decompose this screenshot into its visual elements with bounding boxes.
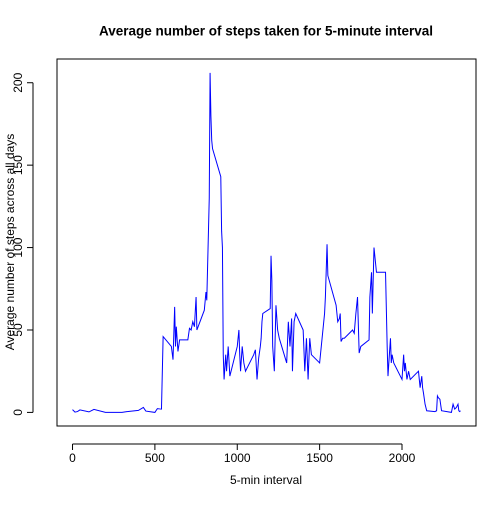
plot-box [56,58,477,427]
x-tick-label: 1000 [224,451,251,465]
y-tick-label: 200 [11,72,25,92]
y-axis-label: Average number of steps across all days [3,134,17,351]
x-tick-label: 2000 [389,451,416,465]
chart-title: Average number of steps taken for 5-minu… [99,24,433,39]
y-tick-label: 150 [11,155,25,175]
x-axis-label: 5-min interval [230,473,302,487]
x-tick-label: 0 [69,451,76,465]
x-tick-label: 500 [145,451,165,465]
y-tick-label: 0 [11,409,25,416]
y-tick-label: 50 [11,323,25,337]
y-tick-label: 100 [11,237,25,257]
data-line [72,72,461,413]
x-tick-label: 1500 [306,451,333,465]
